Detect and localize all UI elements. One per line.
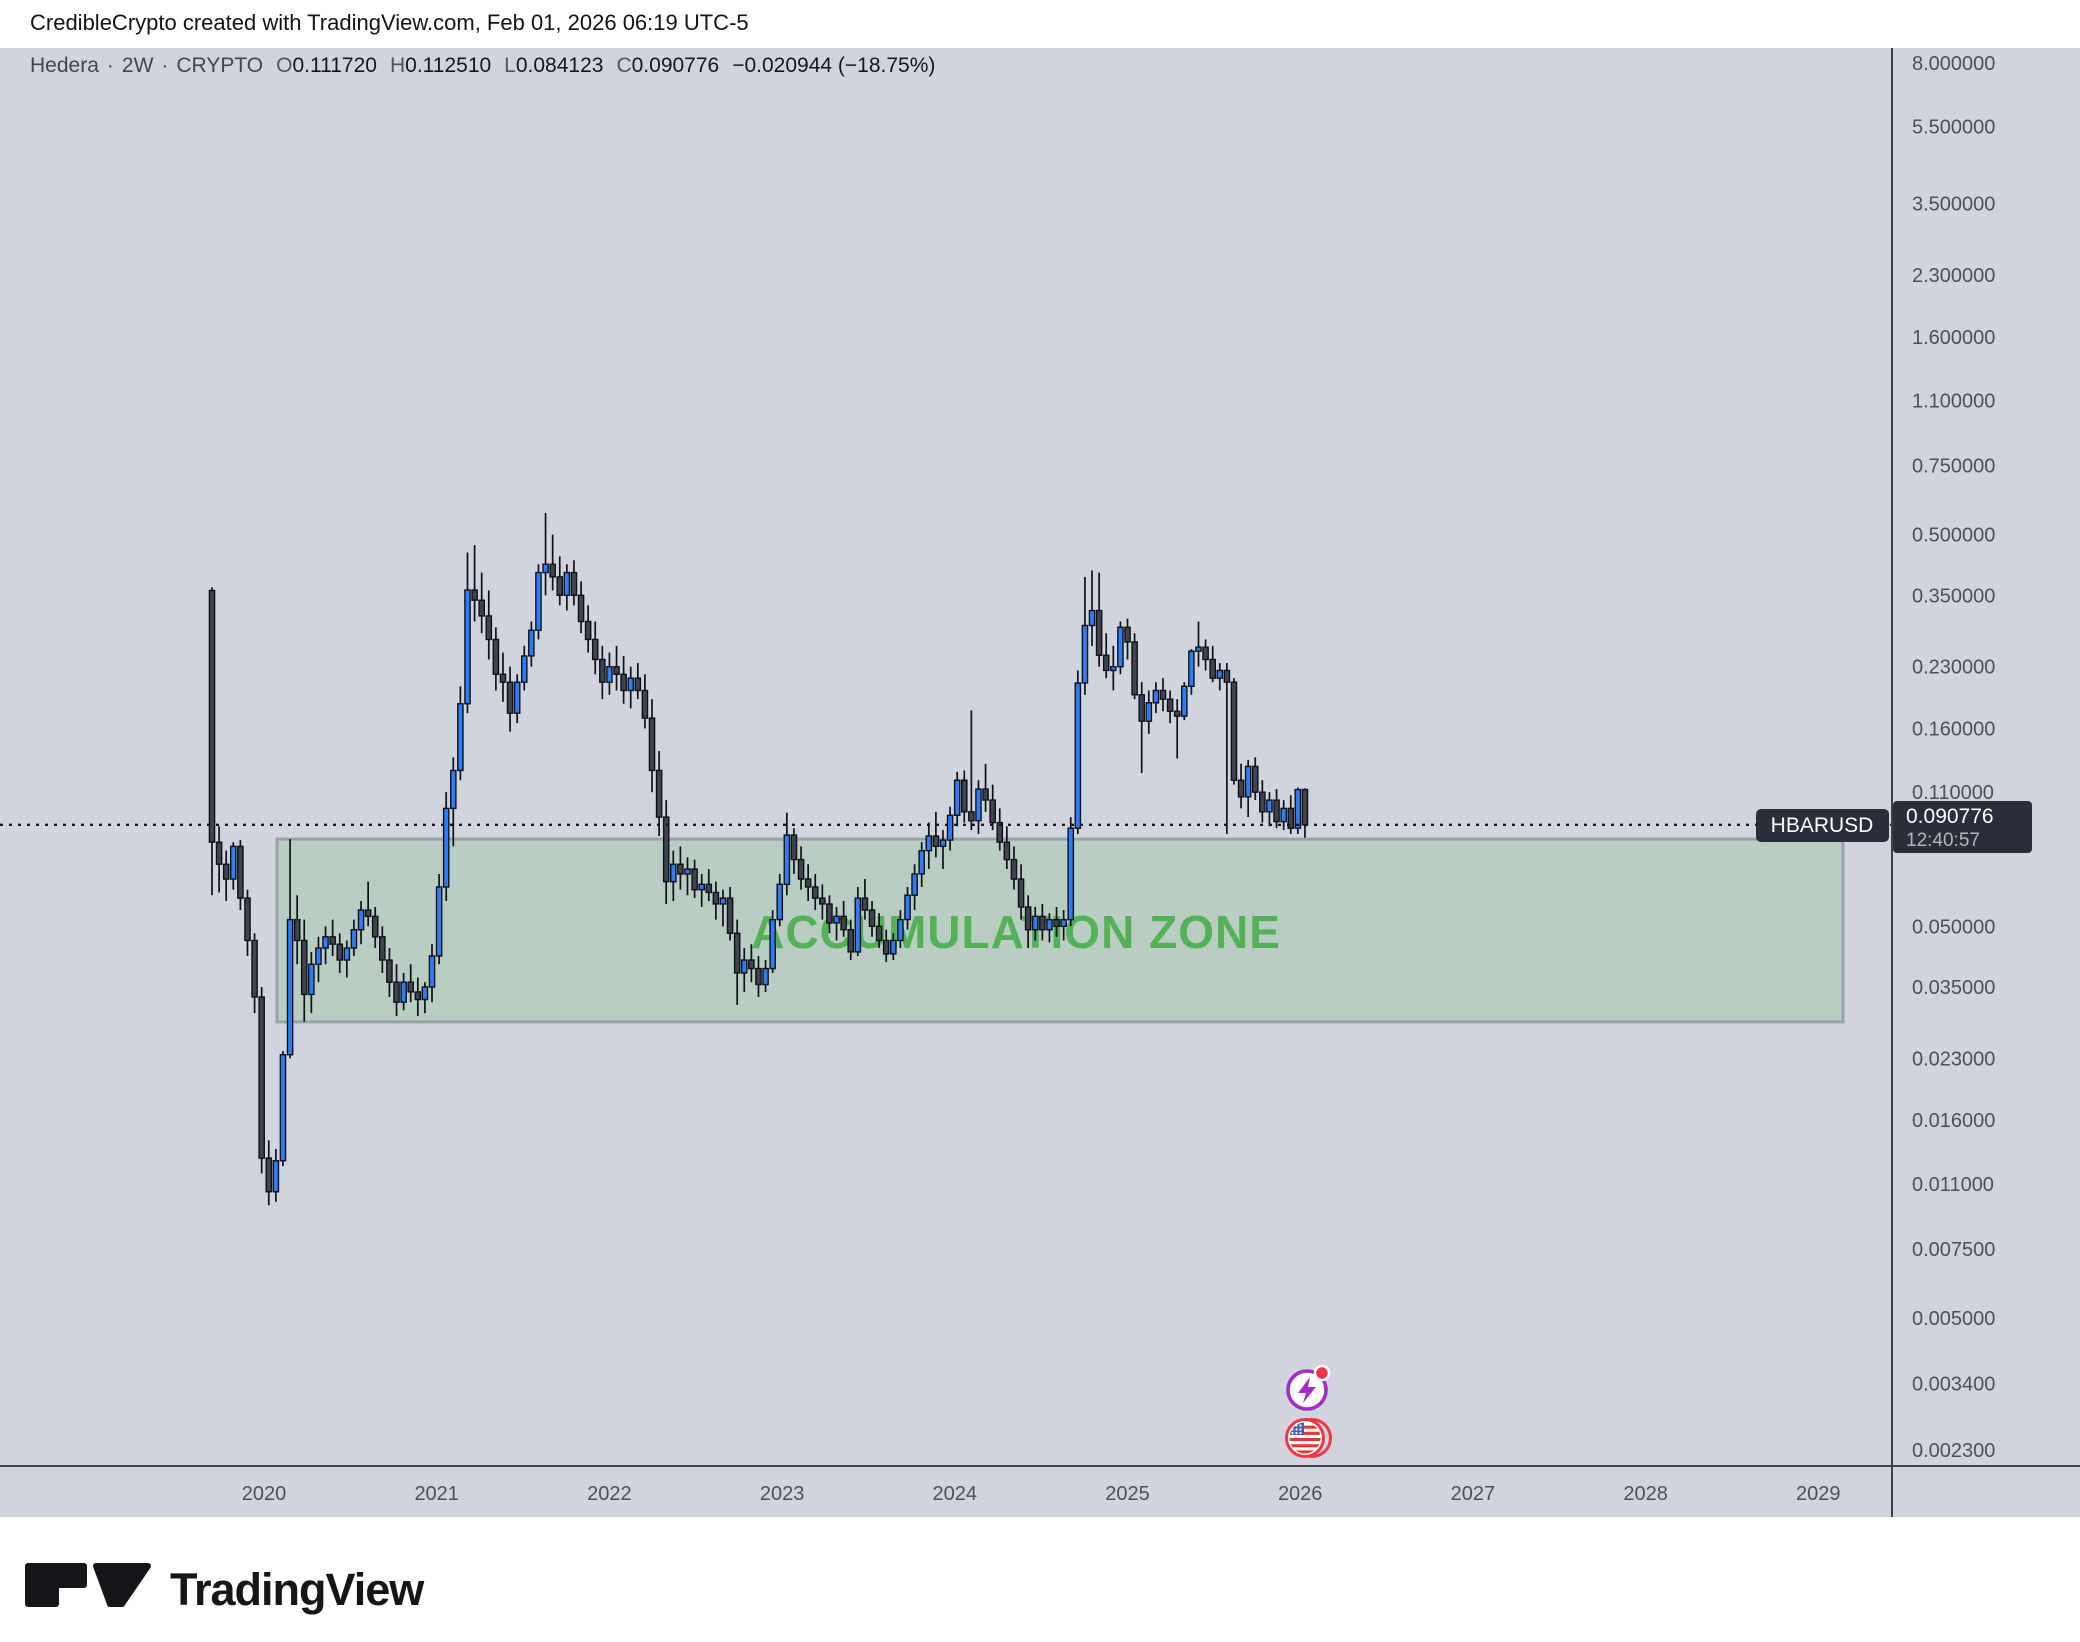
interval-label[interactable]: 2W	[121, 54, 154, 77]
accumulation-zone-box[interactable]	[275, 837, 1845, 1024]
price-tick-3.500000: 3.500000	[1912, 194, 1995, 216]
price-tick-8.000000: 8.000000	[1912, 53, 1995, 75]
price-tick-0.050000: 0.050000	[1912, 916, 1995, 938]
tradingview-wordmark: TradingView	[170, 1564, 425, 1615]
time-tick-2020: 2020	[242, 1483, 287, 1505]
legend-separator: ·	[106, 54, 114, 77]
time-tick-2021: 2021	[414, 1483, 459, 1505]
price-tick-0.500000: 0.500000	[1912, 525, 1995, 547]
price-tick-1.100000: 1.100000	[1912, 391, 1995, 413]
bar-countdown: 12:40:57	[1906, 830, 1980, 851]
attribution-text: CredibleCrypto created with TradingView.…	[30, 10, 749, 35]
price-tick-0.011000: 0.011000	[1912, 1174, 1994, 1196]
symbol-name[interactable]: Hedera	[30, 54, 99, 77]
price-scale[interactable]: 8.000000 5.500000 3.500000 2.300000 1.600000…	[1912, 53, 1995, 1462]
us-flag-economic-calendar-icon[interactable]	[1285, 1418, 1332, 1458]
price-tick-0.230000: 0.230000	[1912, 657, 1995, 679]
legend-separator: ·	[161, 54, 169, 77]
price-tick-0.005000: 0.005000	[1912, 1308, 1995, 1330]
price-tick-0.035000: 0.035000	[1912, 977, 1995, 999]
time-tick-2028: 2028	[1623, 1483, 1668, 1505]
symbol-ticker: HBARUSD	[1771, 814, 1874, 837]
legend-low: L0.084123	[504, 54, 604, 77]
us-flag-art	[1289, 1422, 1321, 1454]
time-tick-2026: 2026	[1278, 1483, 1323, 1505]
time-tick-2022: 2022	[587, 1483, 632, 1505]
price-tick-0.160000: 0.160000	[1912, 718, 1995, 740]
legend-open: O0.111720	[276, 54, 377, 77]
symbol-description[interactable]: Hedera · 2W · CRYPTO	[30, 54, 263, 78]
price-tick-0.110000: 0.110000	[1912, 782, 1994, 804]
accumulation-zone-label: ACCUMULATION ZONE	[751, 906, 1281, 958]
tradingview-logo-mark	[25, 1563, 87, 1607]
legend-high: H0.112510	[389, 54, 492, 77]
price-tick-0.016000: 0.016000	[1912, 1110, 1995, 1132]
legend-change: −0.020944 (−18.75%)	[732, 54, 936, 77]
symbol-price-tag: HBARUSD	[1756, 809, 1889, 842]
price-tick-0.750000: 0.750000	[1912, 456, 1995, 478]
time-tick-2024: 2024	[933, 1483, 978, 1505]
candlestick-series	[208, 512, 1309, 1206]
price-tick-0.007500: 0.007500	[1912, 1239, 1995, 1261]
exchange-label: CRYPTO	[176, 54, 264, 77]
time-tick-2025: 2025	[1105, 1483, 1150, 1505]
price-axis-label: 0.090776 12:40:57	[1893, 801, 2032, 853]
price-tick-0.003400: 0.003400	[1912, 1374, 1995, 1396]
price-tick-1.600000: 1.600000	[1912, 327, 1995, 349]
price-tick-5.500000: 5.500000	[1912, 117, 1995, 139]
lightning-event-icon[interactable]	[1286, 1364, 1331, 1411]
symbol-legend[interactable]: Hedera · 2W · CRYPTO O0.111720 H0.112510…	[30, 54, 935, 78]
time-tick-2027: 2027	[1451, 1483, 1496, 1505]
price-tick-0.023000: 0.023000	[1912, 1048, 1995, 1070]
price-tick-2.300000: 2.300000	[1912, 265, 1995, 287]
price-tick-0.350000: 0.350000	[1912, 585, 1995, 607]
tradingview-logo[interactable]: TradingView	[25, 1563, 426, 1615]
price-tick-0.002300: 0.002300	[1912, 1440, 1995, 1462]
chart-background	[0, 48, 2080, 1517]
time-tick-2029: 2029	[1796, 1483, 1841, 1505]
legend-close: C0.090776	[616, 54, 720, 77]
time-scale[interactable]: 2020 2021 2022 2023 2024 2025 2026 2027 2028 2029	[242, 1483, 1841, 1505]
tradingview-logo-mark-7	[93, 1563, 151, 1607]
current-price-value: 0.090776	[1906, 805, 1994, 828]
time-tick-2023: 2023	[760, 1483, 805, 1505]
